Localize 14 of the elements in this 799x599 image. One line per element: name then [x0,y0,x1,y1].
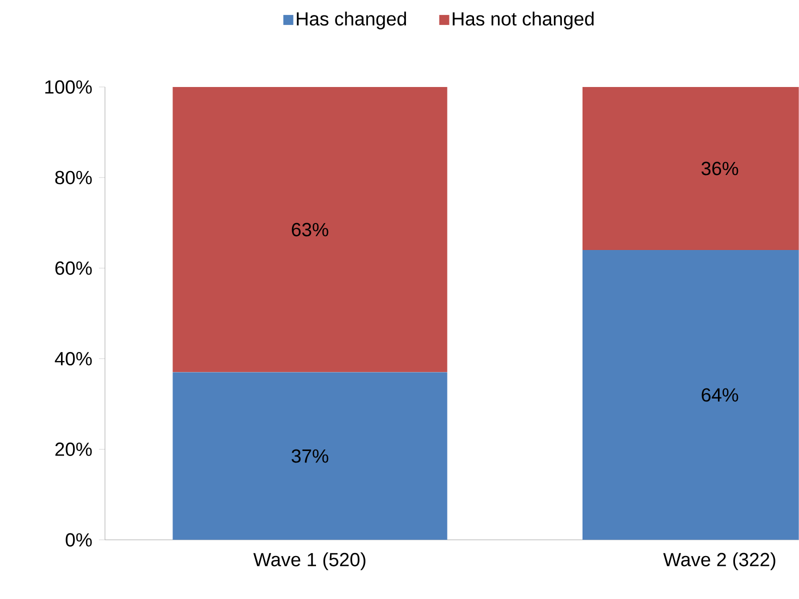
data-label: 36% [702,162,738,176]
y-tick-label: 60% [55,261,92,275]
x-tick-label: Wave 1 (520) [253,552,366,570]
legend-label: Has changed [296,12,406,30]
y-tick-label: 100% [45,80,92,94]
data-label: 37% [292,449,328,463]
y-tick-label: 40% [54,352,92,366]
data-label: 64% [702,388,738,402]
x-tick-label: Wave 2 (322) [663,552,776,570]
y-tick-label: 20% [55,442,92,456]
data-label: 63% [292,222,328,236]
legend-label: Has not changed [452,12,594,30]
y-tick-label: 80% [55,170,92,184]
y-tick-label: 0% [66,533,92,547]
